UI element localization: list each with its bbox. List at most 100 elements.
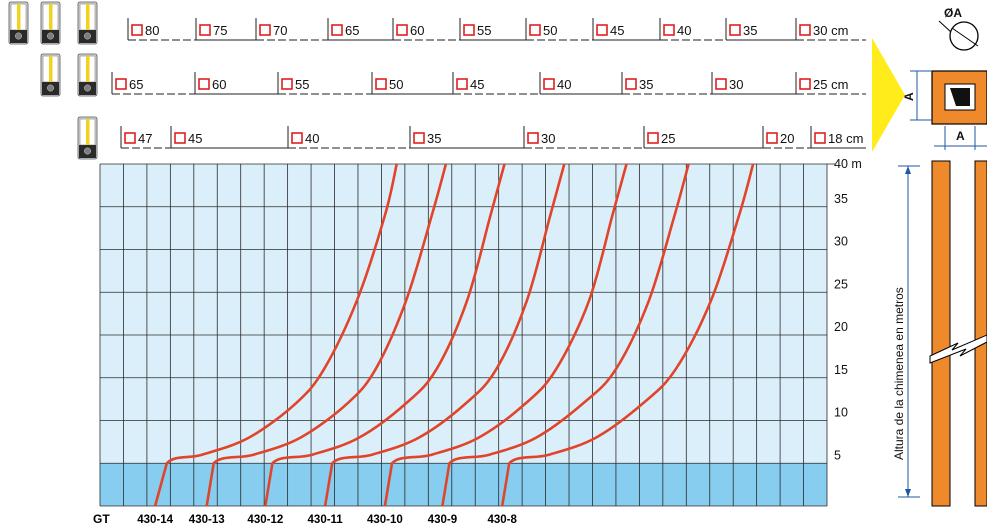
series-label: 430-12 [247, 514, 283, 526]
square-marker [799, 78, 811, 90]
scale-label: 40 [305, 131, 319, 146]
scale-row-2: 65 60 55 50 45 40 35 30 25 cm [111, 72, 866, 95]
y-tick-label: 25 [834, 277, 848, 291]
scale-label: 30 cm [813, 23, 848, 38]
scale-label: 45 [610, 23, 624, 38]
scale-label: 45 [470, 77, 484, 92]
series-label: 430-13 [189, 514, 225, 526]
chimney-height-label: Altura de la chimenea en metros [892, 287, 906, 460]
y-tick-label: 35 [834, 192, 848, 206]
series-line-430-9 [441, 163, 690, 507]
series-label: 430-9 [428, 514, 457, 526]
scale-label: 30 [729, 77, 743, 92]
side-label-horizontal: A [956, 129, 965, 143]
y-tick-label: 5 [834, 448, 841, 462]
diameter-line [951, 27, 979, 47]
square-marker [131, 24, 143, 36]
square-marker [663, 24, 675, 36]
scale-label: 25 cm [813, 77, 848, 92]
lower-band [100, 463, 827, 506]
square-marker [375, 78, 387, 90]
chimney-wall-right [974, 160, 987, 507]
scale-label: 40 [677, 23, 691, 38]
scale-label: 20 [780, 131, 794, 146]
series-line-430-10 [383, 163, 628, 507]
square-marker [715, 78, 727, 90]
square-marker [331, 24, 343, 36]
series-label: 430-14 [137, 514, 173, 526]
scale-label: 55 [477, 23, 491, 38]
square-marker [814, 132, 826, 144]
scale-label: 80 [145, 23, 159, 38]
square-marker [115, 78, 127, 90]
square-marker [198, 78, 210, 90]
square-marker [124, 132, 136, 144]
flue-throat [950, 88, 970, 106]
scale-label: 70 [273, 23, 287, 38]
y-tick-label: 20 [834, 320, 848, 334]
boiler-icon [40, 53, 61, 97]
square-marker [527, 132, 539, 144]
square-marker [729, 24, 741, 36]
series-label: 430-8 [487, 514, 517, 526]
scale-label: 30 [541, 131, 555, 146]
height-dimension [898, 165, 920, 498]
scale-label: 60 [410, 23, 424, 38]
series-line-430-14 [153, 163, 398, 507]
square-marker [413, 132, 425, 144]
square-marker [529, 24, 541, 36]
scale-label: 18 cm [828, 131, 863, 146]
boiler-icons [8, 1, 98, 160]
square-marker [766, 132, 778, 144]
boiler-icon [77, 1, 98, 45]
scale-label: 65 [345, 23, 359, 38]
scale-label: 60 [212, 77, 226, 92]
scale-label: 75 [213, 23, 227, 38]
scale-label: 40 [557, 77, 571, 92]
y-tick-label: 40 m [834, 157, 862, 171]
scale-label: 47 [138, 131, 152, 146]
scale-label: 65 [129, 77, 143, 92]
y-tick-labels: 5 10 15 20 25 30 35 40 m [834, 157, 862, 462]
scale-label: 25 [661, 131, 675, 146]
square-marker [396, 24, 408, 36]
series-line-430-11 [323, 163, 566, 507]
series-label: 430-10 [367, 514, 403, 526]
square-marker [647, 132, 659, 144]
scale-label: 55 [295, 77, 309, 92]
square-marker [463, 24, 475, 36]
scale-label: 45 [188, 131, 202, 146]
square-marker [596, 24, 608, 36]
grid-lines [99, 163, 835, 507]
series-curves [153, 163, 755, 507]
x-axis-prefix: GT [93, 512, 110, 526]
side-label-vertical: A [902, 92, 916, 101]
dimension-vertical: A [902, 70, 932, 121]
y-tick-label: 10 [834, 406, 848, 420]
square-marker [799, 24, 811, 36]
chimney-wall-left [931, 160, 951, 507]
series-line-430-13 [205, 163, 448, 507]
series-line-430-12 [264, 163, 506, 507]
square-marker [543, 78, 555, 90]
square-marker [291, 132, 303, 144]
series-line-430-8 [500, 163, 755, 507]
scale-row-1: 80 75 70 65 60 55 50 45 40 35 30 cm [127, 18, 866, 41]
scale-label: 35 [743, 23, 757, 38]
scale-label: 50 [389, 77, 403, 92]
scale-row-3: 47 45 40 35 30 25 20 18 cm [120, 126, 866, 149]
square-marker [259, 24, 271, 36]
scale-label: 35 [427, 131, 441, 146]
y-tick-label: 30 [834, 235, 848, 249]
boiler-icon [40, 1, 61, 45]
boiler-icon [77, 53, 98, 97]
scale-label: 35 [639, 77, 653, 92]
chimney-diagram: ØA A A Altura de la c [872, 6, 987, 507]
series-label: 430-11 [308, 514, 344, 526]
yellow-pointer-arrow [872, 38, 905, 152]
boiler-icon [8, 1, 29, 45]
diameter-label: ØA [944, 6, 962, 20]
x-series-labels: 430-14 430-13 430-12 430-11 430-10 430-9 430-8 [137, 514, 517, 526]
square-marker [625, 78, 637, 90]
